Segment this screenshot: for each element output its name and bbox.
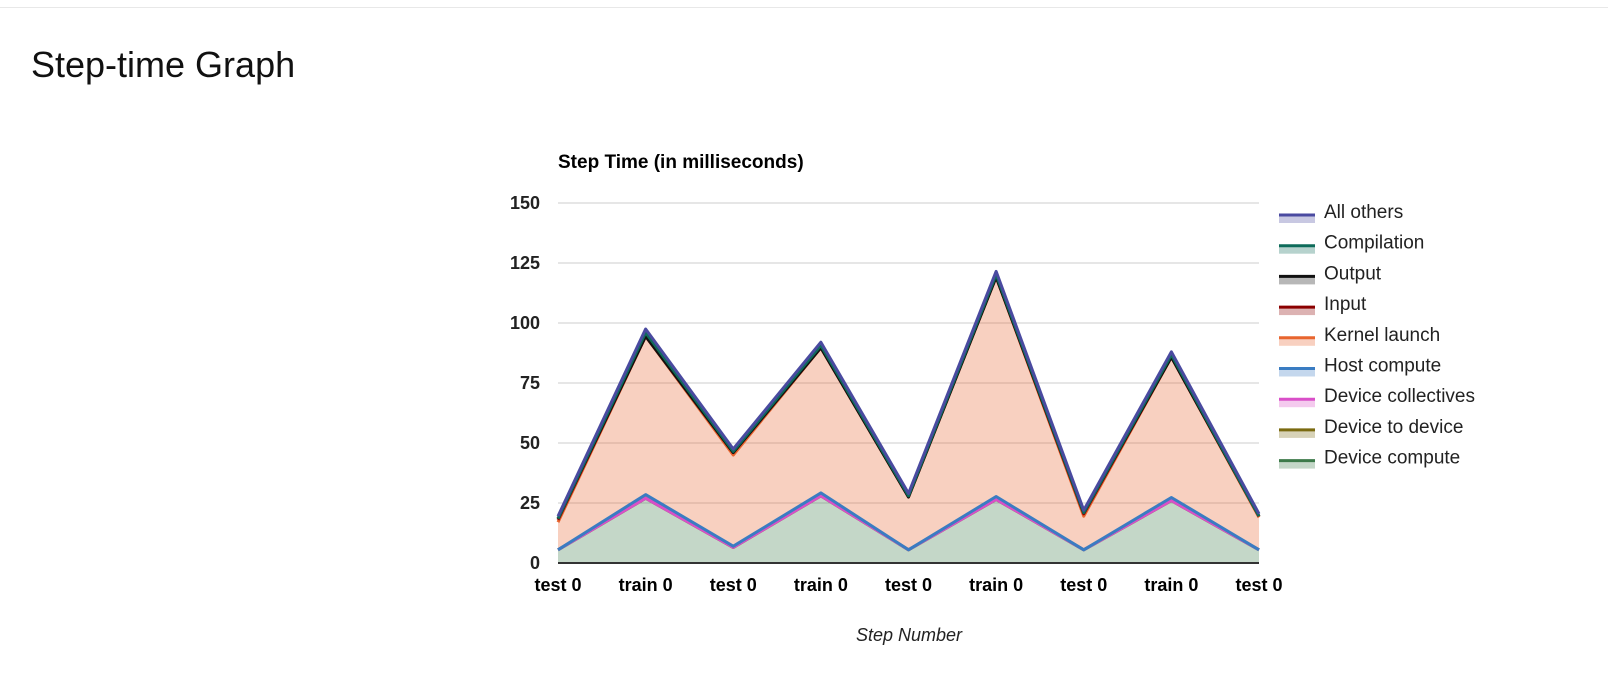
- legend-swatch: [1279, 308, 1315, 316]
- x-tick-label: train 0: [619, 575, 673, 595]
- legend-label: Output: [1324, 263, 1382, 284]
- legend-label: Device collectives: [1324, 386, 1475, 407]
- y-tick-label: 50: [520, 433, 540, 453]
- legend-swatch: [1279, 216, 1315, 223]
- y-tick-label: 25: [520, 493, 540, 513]
- legend-item-input: Input: [1279, 294, 1367, 316]
- legend-item-host-compute: Host compute: [1279, 356, 1441, 377]
- y-tick-label: 100: [510, 313, 540, 333]
- legend-swatch: [1279, 430, 1315, 438]
- area-kernel-launch: [558, 276, 1259, 550]
- y-tick-label: 0: [530, 553, 540, 573]
- legend-label: Device to device: [1324, 417, 1463, 438]
- legend-label: Device compute: [1324, 448, 1460, 469]
- legend-item-device-to-device: Device to device: [1279, 417, 1463, 438]
- legend-label: Input: [1324, 294, 1367, 315]
- legend-swatch: [1279, 400, 1315, 408]
- legend-item-device-compute: Device compute: [1279, 448, 1460, 469]
- x-tick-label: test 0: [1235, 575, 1282, 595]
- legend-item-output: Output: [1279, 263, 1382, 285]
- y-tick-label: 150: [510, 193, 540, 213]
- legend: All others Compilation Output Input Kernel l…: [1279, 202, 1475, 469]
- legend-item-kernel-launch: Kernel launch: [1279, 325, 1440, 346]
- x-tick-label: train 0: [794, 575, 848, 595]
- x-tick-label: test 0: [534, 575, 581, 595]
- line-host-compute: [557, 491, 1260, 552]
- legend-label: Kernel launch: [1324, 325, 1440, 346]
- page-title: Step-time Graph: [31, 44, 296, 85]
- legend-swatch: [1279, 338, 1315, 346]
- x-tick-label: test 0: [1060, 575, 1107, 595]
- legend-swatch: [1279, 277, 1315, 285]
- top-divider: [0, 7, 1608, 8]
- line-all-others: [556, 269, 1261, 517]
- legend-label: Host compute: [1324, 356, 1441, 377]
- x-tick-label: test 0: [710, 575, 757, 595]
- legend-swatch: [1279, 369, 1315, 377]
- gridlines: [558, 202, 1259, 504]
- y-tick-label: 125: [510, 253, 540, 273]
- y-tick-label: 75: [520, 373, 540, 393]
- y-axis-ticks: 0 25 50 75 100 125 150: [510, 193, 540, 573]
- x-axis-ticks: test 0 train 0 test 0 train 0 test 0 train 0 t…: [534, 575, 1282, 595]
- legend-item-compilation: Compilation: [1279, 233, 1424, 254]
- legend-swatch: [1279, 246, 1315, 254]
- x-tick-label: train 0: [1144, 575, 1198, 595]
- legend-swatch: [1279, 461, 1315, 469]
- x-axis-title: Step Number: [856, 625, 963, 645]
- series-lines: [556, 269, 1261, 552]
- legend-item-device-collectives: Device collectives: [1279, 386, 1475, 408]
- x-tick-label: test 0: [885, 575, 932, 595]
- legend-item-all-others: All others: [1279, 202, 1403, 223]
- x-tick-label: train 0: [969, 575, 1023, 595]
- stacked-areas: [558, 271, 1259, 563]
- legend-label: Compilation: [1324, 233, 1424, 254]
- legend-label: All others: [1324, 202, 1403, 223]
- chart-title: Step Time (in milliseconds): [558, 152, 804, 173]
